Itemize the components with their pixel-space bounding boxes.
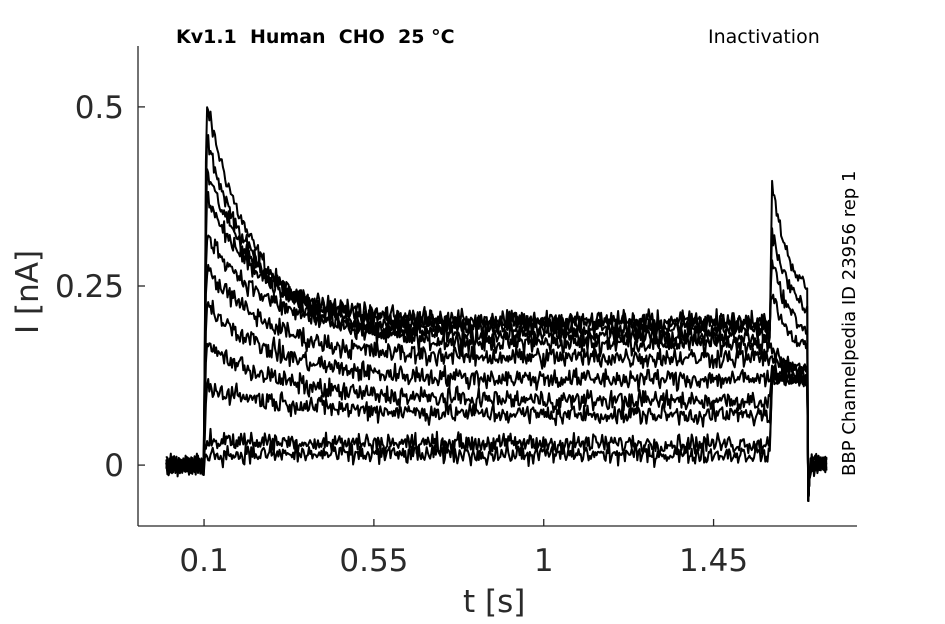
x-tick-label: 1.45 [679, 543, 748, 579]
x-axis-label: t [s] [463, 584, 526, 620]
current-trace-7 [165, 299, 827, 502]
dataset-id-note: BBP Channelpedia ID 23956 rep 1 [839, 170, 860, 476]
current-trace-6 [165, 263, 828, 502]
tick-group: 0.1 0.55 1 1.45 0 0.25 0.5 [55, 90, 748, 579]
y-tick-label: 0.5 [75, 90, 124, 126]
trace-group [165, 106, 828, 502]
protocol-label: Inactivation [708, 26, 820, 48]
y-axis-label: I [nA] [10, 249, 46, 334]
x-tick-label: 0.55 [339, 543, 408, 579]
current-trace-11 [165, 370, 828, 502]
x-tick-label: 0.1 [179, 543, 228, 579]
x-tick-label: 1 [534, 543, 554, 579]
current-trace-9 [166, 372, 828, 502]
current-trace-8 [165, 342, 828, 502]
y-tick-label: 0.25 [55, 269, 124, 305]
current-trace-5 [165, 234, 828, 502]
current-trace-10 [165, 372, 828, 502]
y-tick-label: 0 [104, 448, 124, 484]
current-trace-4 [165, 191, 828, 502]
chart-title: Kv1.1 Human CHO 25 °C [176, 26, 455, 48]
